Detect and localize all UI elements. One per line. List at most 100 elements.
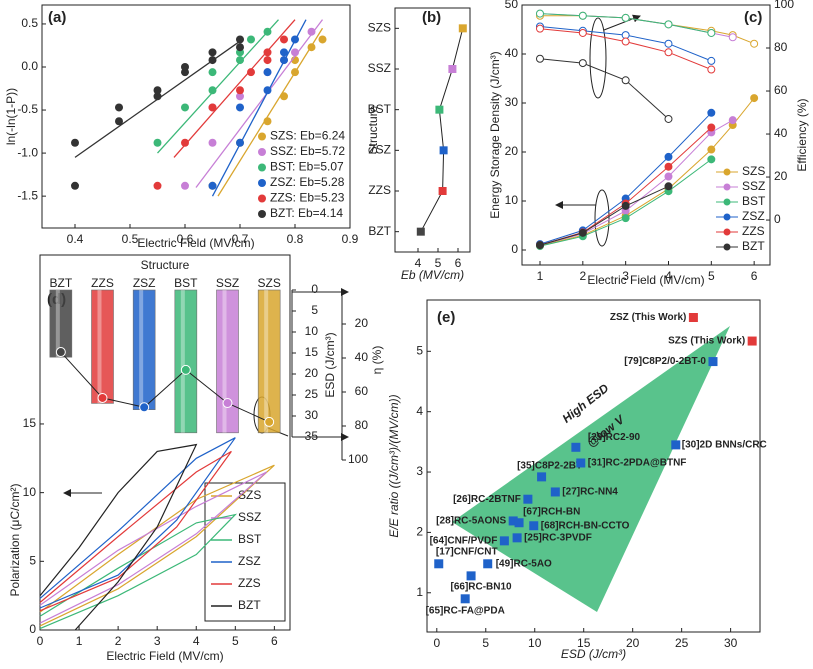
y-tick-label: 60	[355, 384, 369, 398]
legend-marker	[723, 243, 731, 251]
annotation-arrow	[603, 14, 641, 31]
x-tick-label: 1	[537, 269, 544, 283]
y-tick-label: BZT	[368, 224, 391, 238]
y-tick-label: -1.0	[17, 145, 38, 159]
data-point	[236, 43, 244, 52]
data-point	[483, 559, 493, 569]
efficiency-ball	[139, 402, 150, 413]
x-tick-label: 3	[622, 269, 629, 283]
x-tick-label: 0.6	[177, 232, 194, 246]
data-point	[263, 56, 272, 65]
data-point	[664, 48, 673, 57]
y-tick-label: -1.5	[17, 188, 38, 202]
data-point	[535, 9, 544, 18]
data-point	[263, 48, 272, 57]
data-point	[236, 56, 244, 65]
data-point	[578, 228, 587, 237]
data-point	[208, 86, 217, 95]
x-tick-label: 0	[433, 636, 440, 650]
y-tick-label: 40	[355, 350, 369, 364]
category-label: BST	[174, 276, 198, 290]
efficiency-ball	[180, 364, 191, 375]
pe-loop	[39, 471, 267, 624]
data-point	[236, 103, 244, 112]
data-point	[416, 227, 425, 236]
data-point	[263, 86, 272, 95]
data-point	[708, 357, 718, 367]
y-tick-label: 80	[774, 40, 788, 54]
data-point	[514, 518, 524, 528]
data-point	[664, 162, 673, 171]
data-point	[458, 24, 467, 33]
legend-label: ZZS	[742, 224, 765, 238]
category-label: SZS	[257, 276, 280, 290]
annotation-ellipse	[594, 189, 610, 247]
legend-label: BZT	[238, 598, 261, 612]
data-point	[307, 27, 316, 36]
data-point	[707, 145, 716, 154]
data-point	[291, 35, 299, 44]
data-point	[750, 94, 759, 103]
data-point	[307, 43, 316, 52]
x-tick-label: 1	[76, 634, 83, 648]
legend-marker	[723, 198, 731, 206]
x-tick-label: 5	[435, 256, 442, 270]
legend-marker	[258, 148, 266, 156]
bar-shine	[222, 290, 227, 433]
y-tick-label: BST	[368, 102, 392, 116]
panel-label: (b)	[422, 9, 441, 26]
x-tick-label: 0.4	[67, 232, 84, 246]
data-point	[535, 24, 544, 33]
data-point	[181, 181, 189, 190]
data-point	[512, 533, 522, 543]
data-point	[621, 214, 630, 223]
legend-marker	[258, 179, 266, 187]
category-label: BZT	[49, 276, 72, 290]
data-point	[664, 20, 673, 29]
point-label: [27]RC-NN4	[562, 487, 618, 498]
esd-bar	[91, 289, 114, 404]
data-point	[263, 117, 272, 126]
data-point	[153, 92, 162, 101]
point-label: [66]RC-BN10	[451, 582, 513, 593]
y-tick-label: 1	[416, 585, 423, 599]
x-tick-label: 0.7	[232, 232, 249, 246]
data-point	[438, 187, 447, 195]
y-tick-label: SZS	[368, 21, 391, 35]
y2-axis-label: Efficiency (%)	[795, 98, 809, 171]
legend-marker	[258, 210, 266, 218]
y-tick-label: 0.5	[21, 16, 38, 30]
efficiency-ball	[222, 398, 233, 409]
data-point	[664, 114, 673, 123]
point-label: [31]RC-2PDA@BTNF	[588, 458, 687, 469]
data-point	[460, 594, 470, 604]
esd-bar	[49, 289, 73, 358]
bar-shine	[55, 290, 60, 358]
data-point	[291, 68, 299, 77]
data-point	[571, 442, 581, 452]
fit-line	[217, 27, 324, 197]
data-point	[208, 48, 217, 57]
data-point	[728, 116, 737, 125]
legend-label: ZSZ: Eb=5.28	[270, 175, 345, 189]
data-point	[280, 92, 288, 101]
data-point	[153, 181, 162, 190]
data-point	[439, 146, 448, 155]
y-tick-label: 0	[511, 242, 518, 256]
point-label: [17]CNF/CNT	[436, 546, 498, 557]
efficiency-ball	[55, 347, 66, 358]
y-tick-label: SSZ	[368, 61, 391, 75]
y-tick-label: 10	[505, 193, 519, 207]
data-point	[707, 56, 716, 65]
data-point	[291, 48, 299, 57]
legend-label: SZS	[742, 164, 765, 178]
data-point	[707, 123, 716, 132]
data-point	[318, 35, 327, 44]
point-label: [26]RC-2BTNF	[453, 494, 521, 505]
x-tick-label: 5	[482, 636, 489, 650]
data-point	[578, 59, 587, 68]
plot-frame	[39, 254, 291, 631]
y-axis-label: Energy Storage Density (J/cm³)	[488, 51, 502, 218]
point-label: [25]RC-3PVDF	[524, 532, 592, 543]
point-label: [64]CNF/PVDF	[430, 535, 498, 546]
